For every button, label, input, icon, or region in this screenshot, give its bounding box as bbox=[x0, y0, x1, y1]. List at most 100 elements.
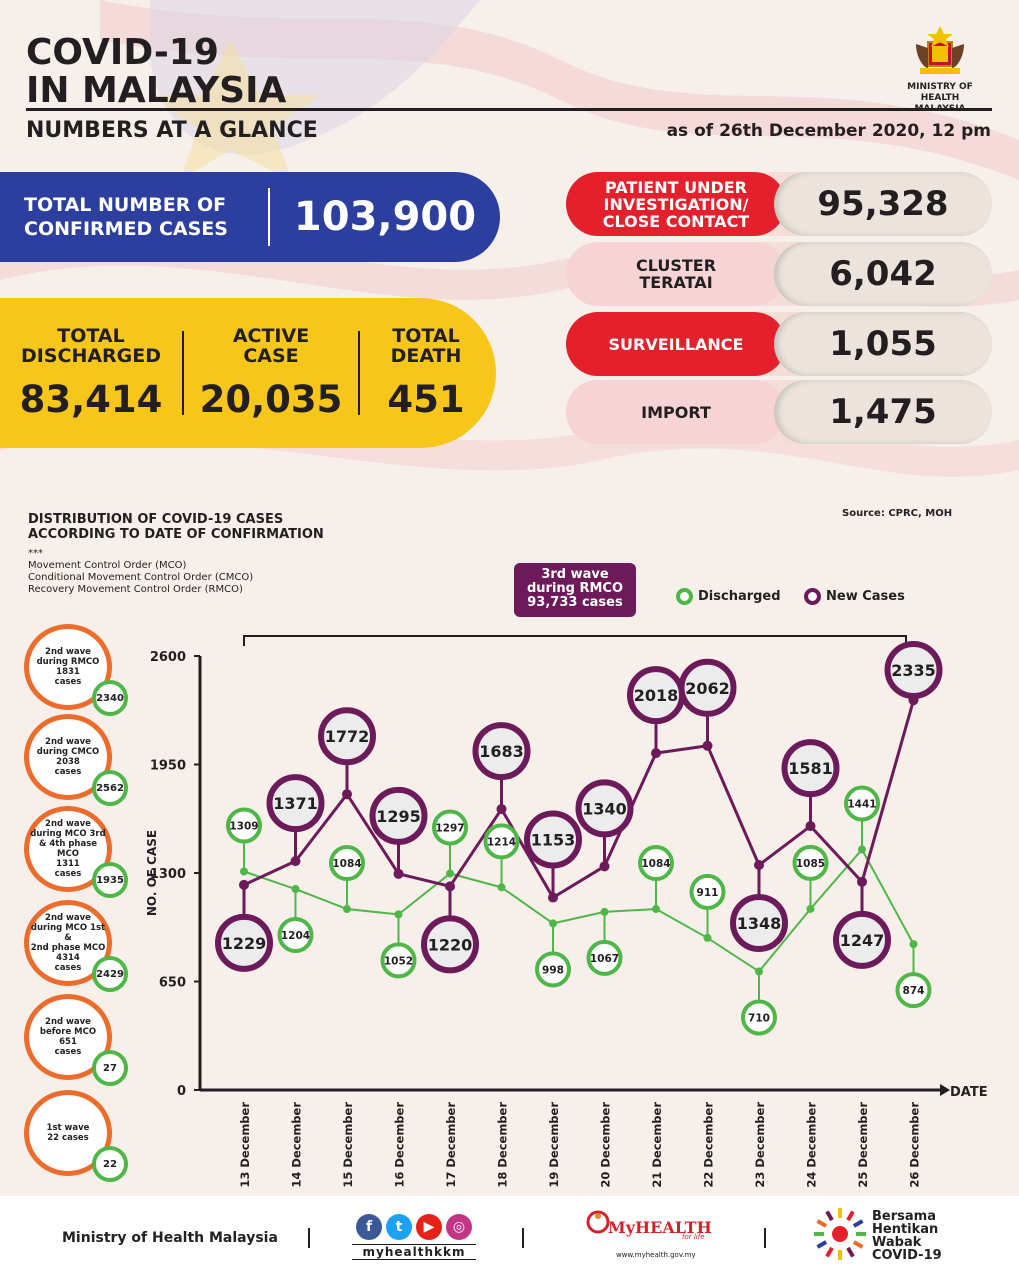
new-cases-value-label: 1683 bbox=[479, 742, 524, 761]
x-axis-arrow bbox=[940, 1084, 950, 1096]
x-tick-label: 15 December bbox=[341, 1102, 355, 1188]
chart-title: DISTRIBUTION OF COVID-19 CASES ACCORDING… bbox=[28, 512, 324, 542]
twitter-icon[interactable]: t bbox=[386, 1214, 412, 1240]
wave-circle-text: 1831 bbox=[56, 667, 80, 677]
footer-divider bbox=[764, 1228, 766, 1248]
category-label-surveillance: SURVEILLANCE bbox=[566, 312, 786, 376]
discharged-label-line-1: TOTAL bbox=[57, 324, 125, 347]
category-value-surveillance: 1,055 bbox=[774, 312, 992, 376]
wave-circle-text: cases bbox=[54, 963, 82, 973]
discharged-point bbox=[343, 905, 351, 914]
new-cases-point bbox=[290, 856, 301, 867]
title-divider bbox=[26, 108, 992, 111]
total-confirmed-label-line-2: CONFIRMED CASES bbox=[24, 218, 228, 240]
third-wave-line-1: 3rd wave bbox=[541, 567, 609, 582]
outcome-stats-card: TOTAL DISCHARGED 83,414 ACTIVE CASE 20,035… bbox=[0, 298, 496, 448]
social-handle[interactable]: myhealthkkm bbox=[352, 1244, 476, 1260]
new-cases-point bbox=[342, 789, 352, 800]
discharged-point bbox=[652, 905, 660, 914]
category-label-line: INVESTIGATION/ bbox=[603, 194, 749, 214]
discharged-value-label: 1441 bbox=[847, 798, 876, 810]
death-label-line-2: DEATH bbox=[390, 344, 462, 367]
discharged-marker bbox=[380, 942, 417, 979]
discharged-marker bbox=[792, 844, 829, 881]
ministry-logo: MINISTRY OF HEALTH MALAYSIA bbox=[888, 24, 992, 115]
new-cases-value-label: 2335 bbox=[891, 661, 936, 680]
total-death-stat: TOTAL DEATH 451 bbox=[360, 326, 492, 421]
footer-ministry: Ministry of Health Malaysia bbox=[62, 1230, 278, 1246]
discharged-point bbox=[549, 919, 557, 928]
youtube-icon[interactable]: ▶ bbox=[416, 1214, 442, 1240]
page-subtitle: NUMBERS AT A GLANCE bbox=[26, 118, 318, 143]
category-card-cluster: CLUSTER TERATAI 6,042 bbox=[566, 242, 992, 306]
wave-circle-text: 2nd wave bbox=[45, 647, 91, 657]
total-discharged-value: 83,414 bbox=[19, 377, 163, 421]
new-cases-point bbox=[754, 859, 764, 870]
x-tick-label: 14 December bbox=[290, 1102, 304, 1188]
x-tick-label: 19 December bbox=[547, 1102, 561, 1188]
x-tick-label: 16 December bbox=[393, 1102, 407, 1188]
note-cmco: Conditional Movement Control Order (CMCO… bbox=[28, 572, 254, 583]
chart-title-line-2: ACCORDING TO DATE OF CONFIRMATION bbox=[28, 527, 324, 542]
bersama-line-1: Bersama bbox=[872, 1209, 936, 1224]
wave-circle-text: cases bbox=[54, 767, 82, 777]
new-cases-marker bbox=[266, 774, 325, 833]
new-cases-point bbox=[651, 748, 661, 759]
new-cases-point bbox=[393, 868, 404, 879]
new-cases-value-label: 1348 bbox=[737, 914, 782, 933]
new-cases-value-label: 1247 bbox=[840, 931, 885, 950]
stat-divider bbox=[358, 331, 360, 415]
category-card-surveillance: SURVEILLANCE 1,055 bbox=[566, 312, 992, 376]
new-cases-value-label: 2018 bbox=[634, 686, 679, 705]
category-label-cluster: CLUSTER TERATAI bbox=[566, 242, 786, 306]
note-mco: Movement Control Order (MCO) bbox=[28, 560, 187, 571]
new-cases-point bbox=[857, 876, 867, 887]
stat-divider bbox=[182, 331, 184, 415]
discharged-line bbox=[243, 847, 915, 973]
myhealth-url[interactable]: www.myhealth.gov.my bbox=[616, 1251, 696, 1259]
new-cases-marker bbox=[884, 641, 943, 699]
new-cases-marker bbox=[575, 779, 634, 838]
facebook-icon[interactable]: f bbox=[356, 1214, 382, 1240]
discharged-point bbox=[703, 933, 712, 942]
bersama-text: Bersama Hentikan Wabak COVID-19 bbox=[872, 1210, 972, 1262]
discharged-point bbox=[394, 910, 403, 919]
new-cases-point bbox=[805, 821, 816, 832]
legend-discharged-label: Discharged bbox=[698, 589, 781, 604]
discharged-value-label: 1052 bbox=[384, 955, 413, 967]
new-cases-marker bbox=[730, 893, 788, 952]
discharged-value-label: 1067 bbox=[590, 953, 619, 965]
new-cases-marker bbox=[318, 707, 376, 766]
legend-discharged: Discharged bbox=[676, 588, 781, 605]
chart-title-line-1: DISTRIBUTION OF COVID-19 CASES bbox=[28, 512, 284, 527]
x-tick-label: 24 December bbox=[805, 1102, 819, 1188]
x-tick-label: 20 December bbox=[599, 1102, 613, 1188]
category-value-pui: 95,328 bbox=[774, 172, 992, 236]
cases-line-chart: 0 650 1300 1950 2600 NO. OF CASE DATE 13 Decemb… bbox=[145, 635, 988, 1188]
ministry-name-line-2: MALAYSIA bbox=[914, 104, 966, 114]
note-rmco: Recovery Movement Control Order (RMCO) bbox=[28, 584, 243, 595]
y-tick-label: 2600 bbox=[150, 650, 186, 665]
discharged-value-label: 874 bbox=[903, 985, 925, 997]
total-confirmed-card: TOTAL NUMBER OF CONFIRMED CASES 103,900 bbox=[0, 172, 500, 262]
new-cases-value-label: 1772 bbox=[325, 727, 370, 746]
x-tick-label: 22 December bbox=[702, 1102, 716, 1188]
wave-circle-text: 4314 bbox=[56, 953, 80, 963]
wave-circle-text: 2nd wave bbox=[45, 1017, 91, 1027]
confirmed-divider bbox=[268, 188, 270, 246]
wave-circle-text: during RMCO bbox=[36, 657, 100, 667]
new-cases-marker bbox=[369, 786, 428, 845]
x-axis-label: DATE bbox=[950, 1085, 988, 1100]
wave-count-badge: 22 bbox=[92, 1146, 128, 1182]
discharged-marker bbox=[638, 845, 674, 882]
x-tick-label: 26 December bbox=[908, 1102, 922, 1188]
instagram-icon[interactable]: ◎ bbox=[446, 1214, 472, 1240]
wave-circle: 1st wave 22 cases bbox=[24, 1090, 112, 1176]
bersama-line-4: COVID-19 bbox=[872, 1248, 942, 1263]
discharged-marker bbox=[483, 823, 520, 860]
x-tick-label: 18 December bbox=[496, 1102, 510, 1188]
discharged-point bbox=[291, 885, 300, 894]
x-tick-label: 21 December bbox=[650, 1102, 664, 1188]
new-cases-value-label: 1229 bbox=[222, 934, 267, 953]
wave-circle-text: during CMCO bbox=[36, 747, 100, 757]
